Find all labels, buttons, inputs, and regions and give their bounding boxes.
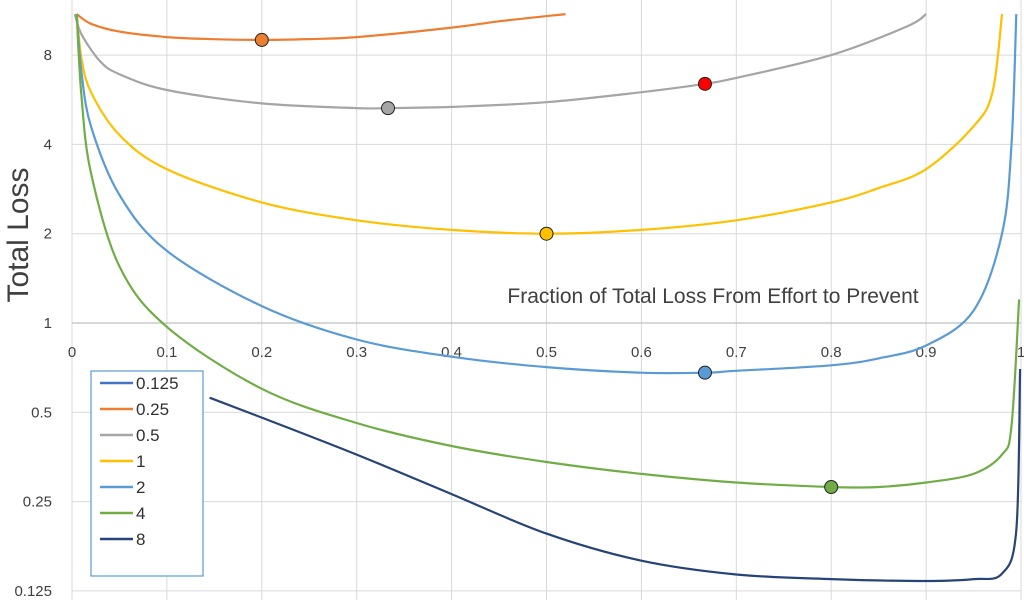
y-tick-label: 0.5 xyxy=(31,404,52,421)
y-axis-label: Total Loss xyxy=(2,167,35,302)
grid xyxy=(71,0,1022,600)
optimum-point-0-5 xyxy=(381,101,396,116)
x-tick-label: 0.8 xyxy=(821,344,842,361)
y-tick-label: 8 xyxy=(44,47,52,64)
y-tick-label: 0.25 xyxy=(23,494,52,511)
series-line-0-5 xyxy=(73,13,927,110)
optimum-markers xyxy=(254,32,839,494)
series-line-2 xyxy=(75,14,1018,375)
highlight-point xyxy=(697,76,712,91)
y-tick-label: 1 xyxy=(44,315,52,332)
optimum-point-2 xyxy=(697,365,712,380)
x-tick-label: 0.7 xyxy=(726,344,747,361)
legend-box xyxy=(90,370,204,577)
optimum-point-1 xyxy=(539,226,554,241)
legend-label-4: 4 xyxy=(136,504,145,523)
x-tick-label: 0.5 xyxy=(536,344,557,361)
x-axis-label: Fraction of Total Loss From Effort to Pr… xyxy=(507,285,918,308)
optimum-point-4 xyxy=(824,479,839,494)
series-line-0-25 xyxy=(76,13,566,42)
x-tick-label: 0.2 xyxy=(251,344,272,361)
legend-label-0-5: 0.5 xyxy=(136,426,160,445)
series-line-0-125 xyxy=(209,368,1022,583)
y-tick-label: 0.125 xyxy=(14,583,52,600)
series-line-4 xyxy=(75,14,1021,489)
series-line-1 xyxy=(75,13,1004,235)
legend-label-0-125: 0.125 xyxy=(136,374,179,393)
x-tick-label: 1 xyxy=(1017,344,1024,361)
legend-label-0-25: 0.25 xyxy=(136,400,169,419)
x-tick-label: 0 xyxy=(68,344,76,361)
x-tick-label: 0.6 xyxy=(631,344,652,361)
x-tick-label: 0.1 xyxy=(156,344,177,361)
x-tick-label: 0.3 xyxy=(346,344,367,361)
legend-label-1: 1 xyxy=(136,452,145,471)
legend-label-2: 2 xyxy=(136,478,145,497)
y-tick-label: 4 xyxy=(44,136,52,153)
legend: 0.125 0.25 0.5 1 2 4 8 xyxy=(90,370,204,577)
y-tick-label: 2 xyxy=(44,226,52,243)
optimum-point-0-25 xyxy=(254,32,269,47)
legend-label-8: 8 xyxy=(136,530,145,549)
tick-labels: 0 0.1 0.2 0.3 0.4 0.5 0.6 0.7 0.8 0.9 10.1250.250.… xyxy=(14,47,1024,600)
